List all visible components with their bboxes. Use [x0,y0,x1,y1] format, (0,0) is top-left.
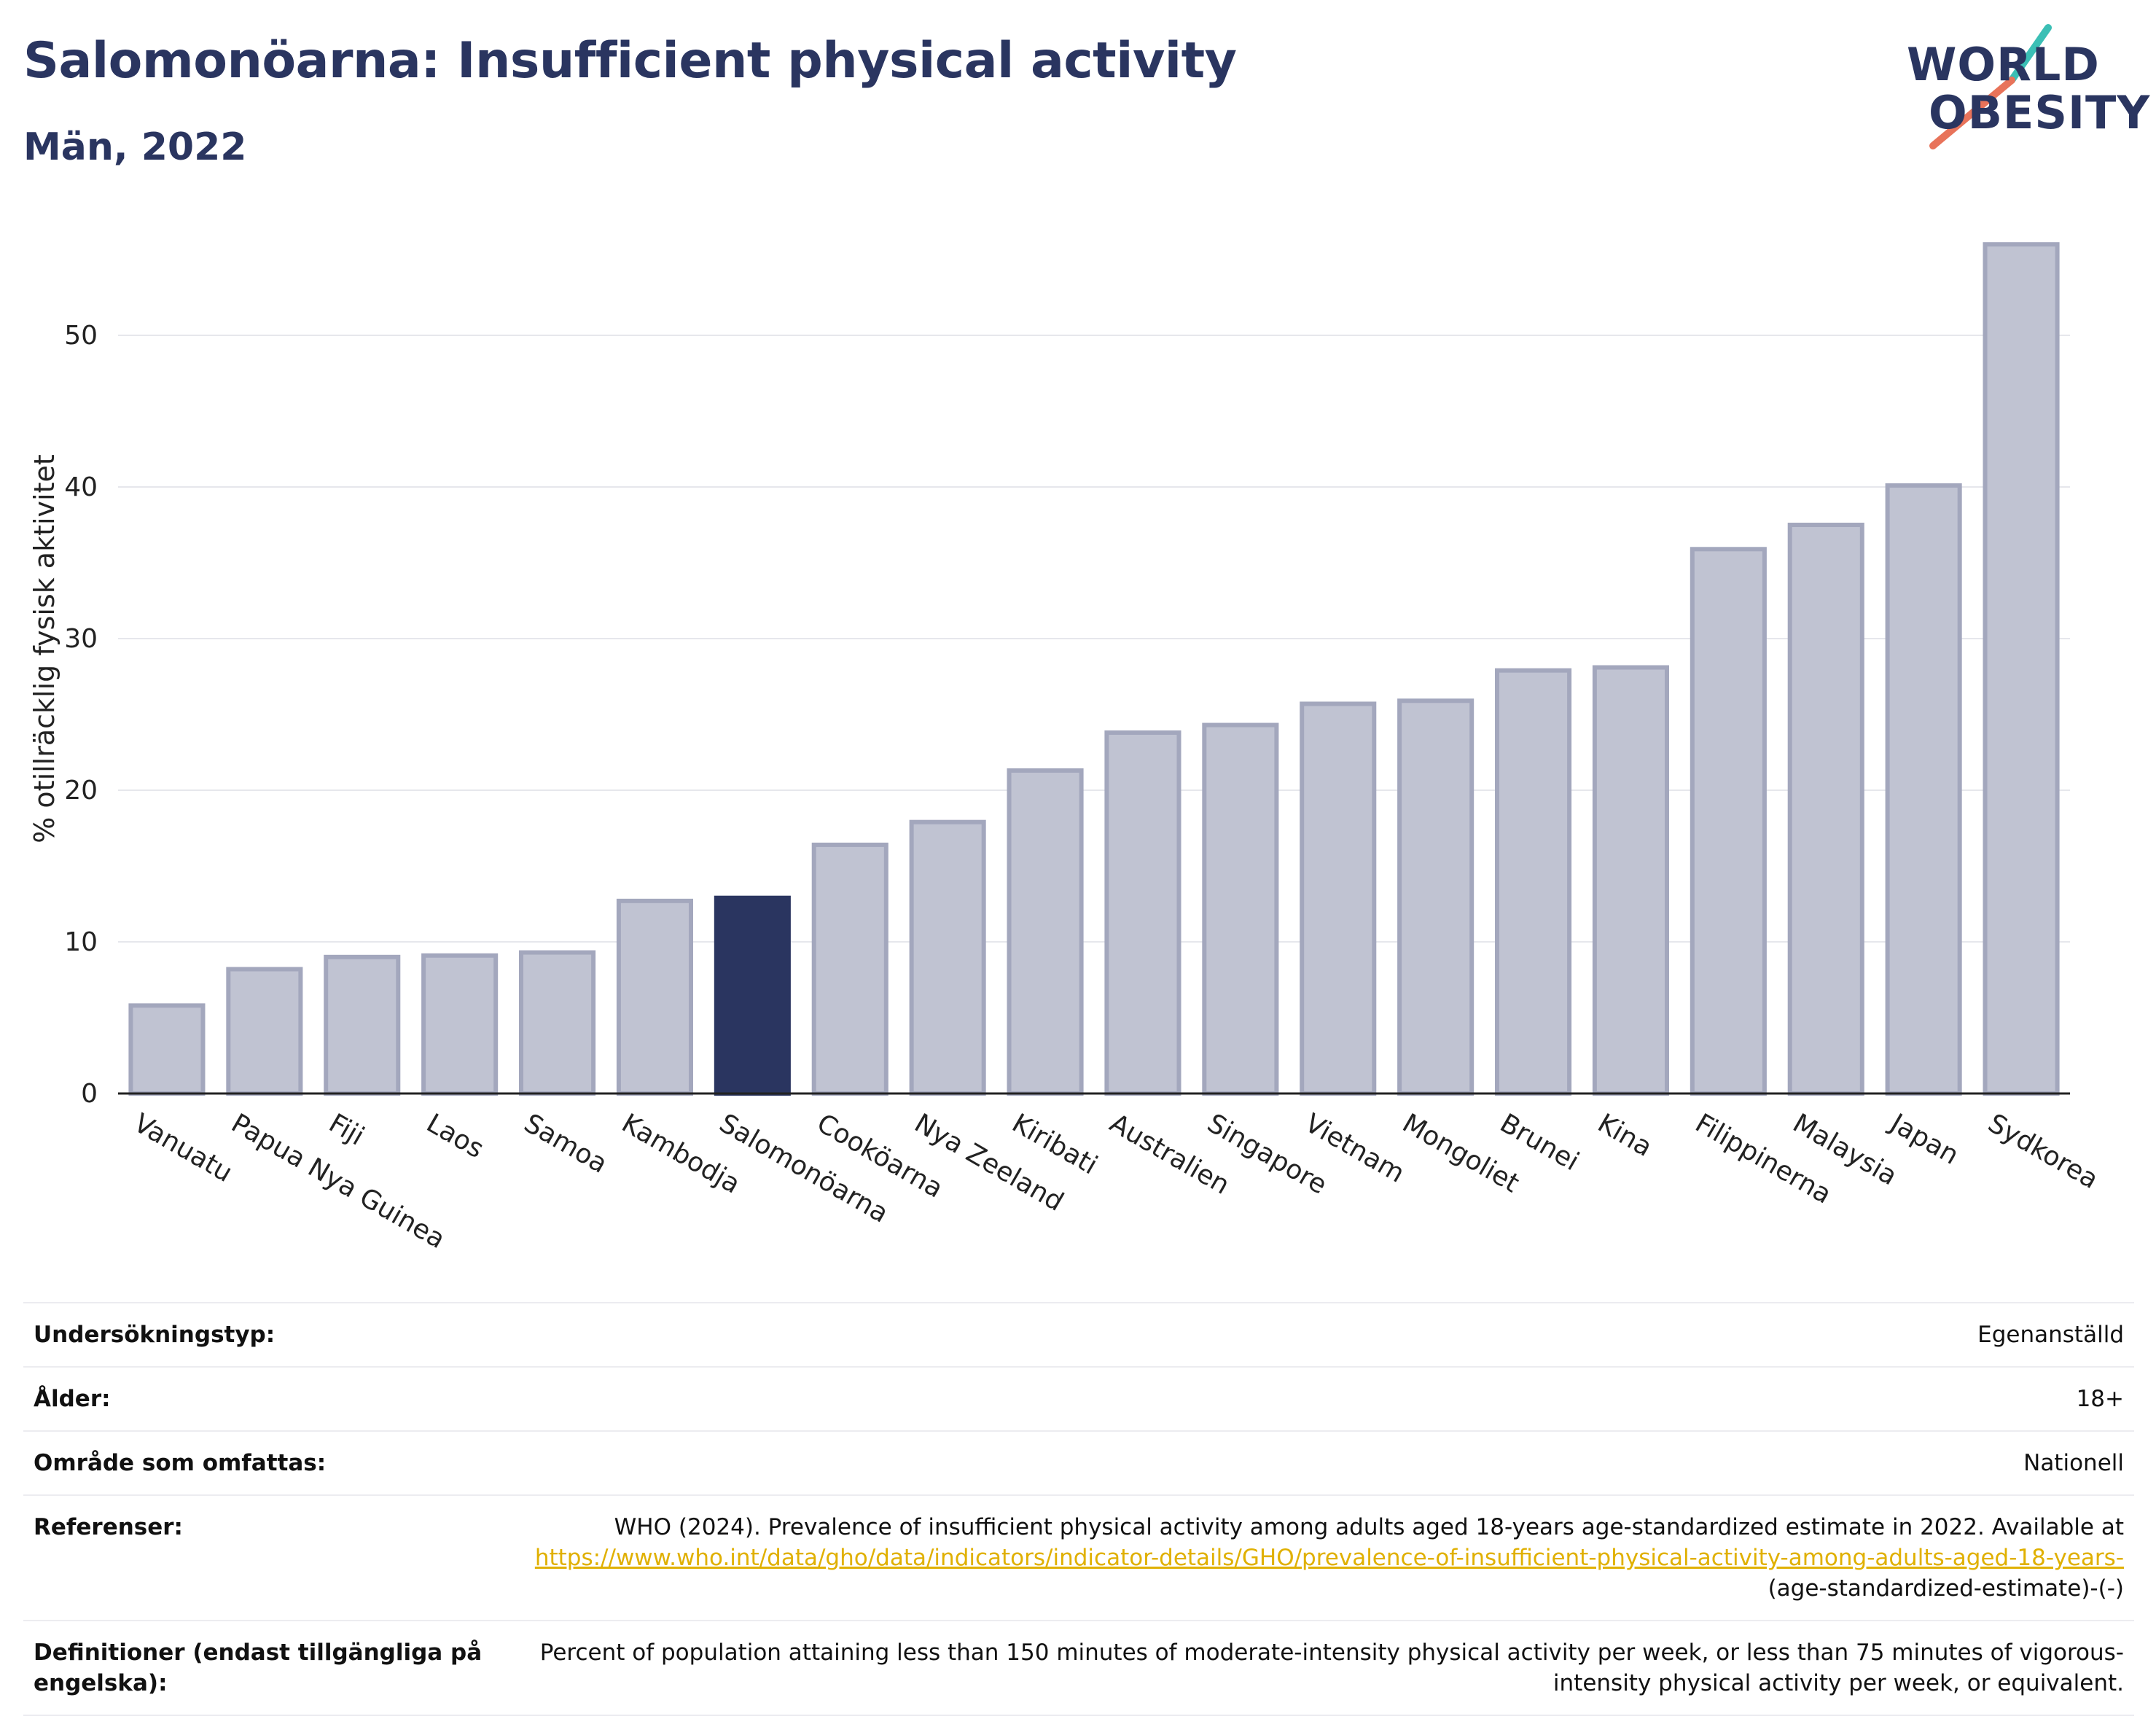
bar-vanuatu [128,1003,206,1096]
bar-malaysia [1787,523,1864,1096]
meta-value: Egenanställd [1977,1322,2124,1348]
references-link[interactable]: https://www.who.int/data/gho/data/indica… [534,1545,2124,1571]
references-text: WHO (2024). Prevalence of insufficient p… [614,1514,2124,1540]
grid-lines [118,335,2070,943]
meta-value: Percent of population attaining less tha… [539,1640,2124,1696]
bar-sydkorea [1983,242,2060,1096]
references-suffix: (age-standardized-estimate)-(-) [1768,1575,2124,1602]
meta-row-definitions: Definitioner (endast tillgängliga på eng… [23,1620,2134,1716]
x-tick-label: Fiji [324,1108,369,1152]
x-tick-label: Samoa [519,1108,612,1180]
y-tick-label: 40 [64,472,98,502]
bar-cook-arna [811,842,888,1096]
x-tick-label: Salomonöarna [714,1108,894,1228]
y-tick-label: 10 [64,927,98,957]
bar-salomon-arna [714,895,791,1096]
bar-kina [1592,665,1669,1096]
meta-label: Ålder: [34,1386,111,1412]
y-tick-labels: 0 10 20 30 40 50 [64,321,98,1109]
bar-kiribati [1007,768,1084,1096]
meta-label: Undersökningstyp: [34,1322,276,1348]
bar-singapore [1202,722,1279,1096]
meta-label: Definitioner (endast tillgängliga på eng… [34,1640,483,1696]
bar-papua-nya-guinea [226,967,303,1096]
bar-fiji [324,954,401,1096]
bar-nya-zeeland [909,819,986,1096]
logo-word-obesity: OBESITY [1929,86,2151,139]
meta-row-survey-type: Undersökningstyp: Egenanställd [23,1302,2134,1366]
x-tick-label: Kina [1593,1108,1657,1163]
chart-subtitle: Män, 2022 [23,125,247,169]
bar-kambodja [616,898,693,1096]
meta-row-age: Ålder: 18+ [23,1366,2134,1430]
y-tick-label: 50 [64,321,98,351]
meta-value: Nationell [2023,1450,2124,1476]
y-axis-label: % otillräcklig fysisk aktivitet [28,454,60,843]
y-tick-label: 0 [81,1079,98,1109]
y-tick-label: 20 [64,776,98,806]
x-tick-label: Vanuatu [128,1108,237,1188]
meta-label: Referenser: [34,1514,183,1540]
bar-samoa [519,950,596,1096]
bar-mongoliet [1397,698,1475,1096]
meta-row-coverage: Område som omfattas: Nationell [23,1430,2134,1494]
world-obesity-logo: WORLD OBESITY [1902,22,2149,153]
meta-value: 18+ [2076,1386,2124,1412]
y-tick-label: 30 [64,624,98,654]
bar-brunei [1495,668,1572,1096]
chart-title: Salomonöarna: Insufficient physical acti… [23,32,1237,90]
meta-label: Område som omfattas: [34,1450,327,1476]
bar-laos [421,953,499,1096]
metadata-table: Undersökningstyp: Egenanställd Ålder: 18… [23,1302,2134,1716]
bar-japan [1885,483,1962,1096]
logo-word-world: WORLD [1907,38,2100,91]
x-tick-label: Sydkorea [1983,1108,2104,1195]
references-value: WHO (2024). Prevalence of insufficient p… [500,1512,2124,1604]
logo-slash-icon [1929,24,2052,149]
bar-australien [1104,730,1181,1096]
bar-filippinerna [1690,547,1767,1096]
x-tick-label: Laos [421,1108,488,1164]
x-tick-label: Japan [1884,1107,1964,1171]
bar-vietnam [1300,701,1377,1096]
bars [128,242,2060,1096]
meta-row-references: Referenser: WHO (2024). Prevalence of in… [23,1494,2134,1620]
